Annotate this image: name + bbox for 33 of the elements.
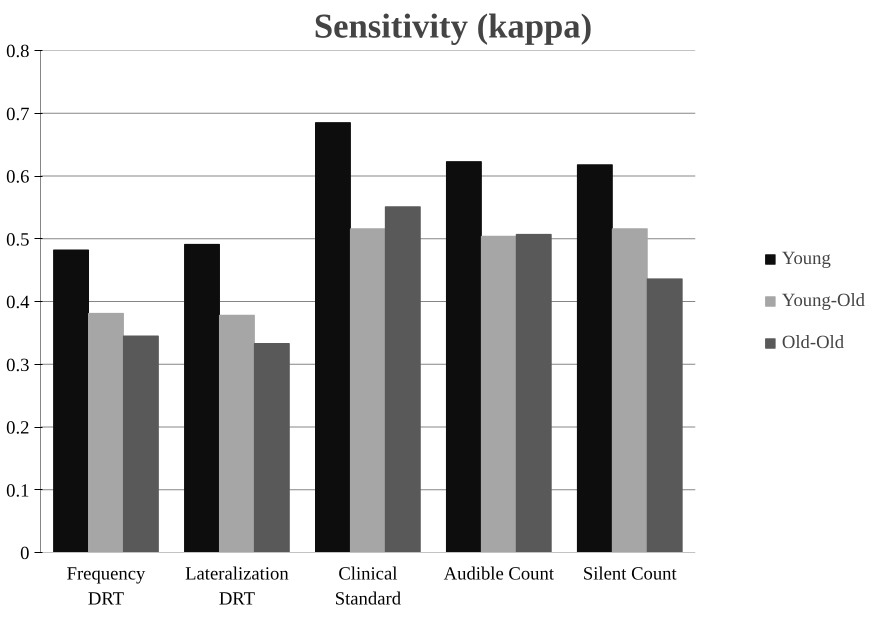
bar — [53, 250, 90, 552]
y-tick-label: 0.2 — [6, 418, 30, 438]
bar — [350, 228, 386, 552]
bar — [516, 234, 552, 552]
bar — [612, 228, 648, 552]
bar — [218, 314, 255, 552]
y-tick-label: 0.3 — [6, 354, 30, 376]
bar — [122, 336, 159, 552]
bar — [384, 206, 421, 552]
legend-label: Young — [782, 248, 831, 270]
y-tick-label: 0 — [20, 543, 30, 564]
x-tick-label: Audible Count — [444, 564, 555, 584]
bar — [446, 161, 482, 552]
bar — [254, 343, 290, 552]
bar — [480, 236, 517, 552]
bar — [576, 164, 613, 552]
bar — [88, 312, 124, 552]
chart-title: Sensitivity (kappa) — [314, 8, 592, 46]
bar — [315, 122, 351, 552]
x-tick-label: Lateralization DRT — [185, 564, 290, 610]
x-tick-label: Clinical Standard — [334, 564, 402, 610]
y-tick-label: 0.8 — [6, 41, 30, 62]
x-tick-label: Silent Count — [582, 564, 678, 584]
y-tick-label: 0.6 — [6, 166, 30, 188]
y-tick-label: 0.4 — [6, 292, 30, 313]
bar — [184, 244, 220, 552]
y-tick-label: 0.7 — [6, 104, 30, 125]
legend-label: Young-Old — [782, 290, 865, 312]
bar — [646, 278, 683, 552]
legend-label: Old-Old — [782, 332, 844, 354]
y-tick-label: 0.1 — [6, 480, 30, 502]
y-tick-label: 0.5 — [6, 229, 30, 250]
x-tick-label: Frequency DRT — [66, 564, 146, 610]
